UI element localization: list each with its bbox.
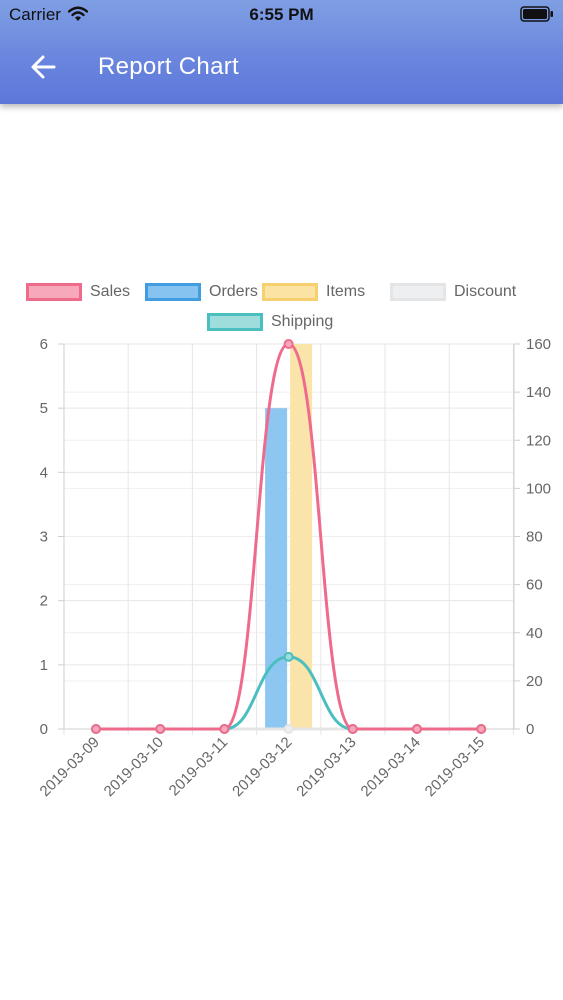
y-right-tick-label: 140 xyxy=(526,384,551,401)
status-time: 6:55 PM xyxy=(249,5,314,24)
point-sales xyxy=(347,724,358,734)
report-chart: Sales Orders Items Discount Shipping 0 1 2 3 4 5 6… xyxy=(0,270,563,830)
x-tick-label: 2019-03-12 xyxy=(229,734,295,800)
legend-label: Shipping xyxy=(271,313,334,330)
point-sales xyxy=(91,724,101,734)
legend-label: Discount xyxy=(454,283,517,300)
arrow-left-icon xyxy=(31,55,56,79)
line-shipping xyxy=(96,655,482,731)
x-tick-label: 2019-03-15 xyxy=(422,734,488,800)
y-right-tick-label: 60 xyxy=(526,577,543,594)
status-bar: Carrier 6:55 PM xyxy=(0,0,563,30)
back-button[interactable] xyxy=(26,50,62,84)
legend-label: Sales xyxy=(90,283,131,300)
y-right-tick-label: 40 xyxy=(526,625,543,642)
page-title: Report Chart xyxy=(98,53,239,80)
x-tick-label: 2019-03-13 xyxy=(293,734,359,800)
y-right-tick-label: 120 xyxy=(526,432,551,449)
x-tick-label: 2019-03-14 xyxy=(358,734,424,800)
legend-label: Items xyxy=(326,283,366,300)
bar-items xyxy=(290,344,313,729)
point-sales xyxy=(155,724,166,734)
point-shipping xyxy=(283,651,294,662)
y-left-tick-label: 1 xyxy=(40,657,48,674)
y-left-tick-label: 3 xyxy=(40,529,48,546)
y-right-tick-label: 0 xyxy=(526,721,534,738)
legend-swatch xyxy=(390,283,446,301)
point-discount xyxy=(283,724,294,734)
point-sales xyxy=(412,724,422,734)
y-right-tick-label: 20 xyxy=(526,673,543,690)
y-left-tick-label: 4 xyxy=(40,464,48,481)
x-tick-label: 2019-03-10 xyxy=(101,734,167,800)
point-sales xyxy=(283,339,294,349)
battery-icon xyxy=(520,6,553,22)
carrier-label: Carrier xyxy=(9,5,61,24)
x-tick-label: 2019-03-09 xyxy=(37,734,103,800)
wifi-icon xyxy=(68,6,88,21)
point-sales xyxy=(219,724,230,734)
legend-swatch xyxy=(145,283,201,301)
chart-plot: 01234560204060801001201401602019-03-0920… xyxy=(37,336,551,800)
bar-orders xyxy=(265,408,288,729)
y-left-tick-label: 2 xyxy=(40,593,48,610)
y-right-tick-label: 80 xyxy=(526,529,543,546)
y-left-tick-label: 5 xyxy=(40,400,48,417)
y-right-tick-label: 100 xyxy=(526,480,551,497)
legend-swatch xyxy=(26,283,82,301)
legend-label: Orders xyxy=(209,283,258,300)
y-left-tick-label: 0 xyxy=(40,721,48,738)
app-header: Carrier 6:55 PM Report Chart xyxy=(0,0,563,104)
y-left-tick-label: 6 xyxy=(40,336,48,353)
legend-swatch xyxy=(262,283,318,301)
point-sales xyxy=(476,724,487,734)
y-right-tick-label: 160 xyxy=(526,336,551,353)
x-tick-label: 2019-03-11 xyxy=(166,734,231,799)
legend-swatch xyxy=(207,313,263,331)
